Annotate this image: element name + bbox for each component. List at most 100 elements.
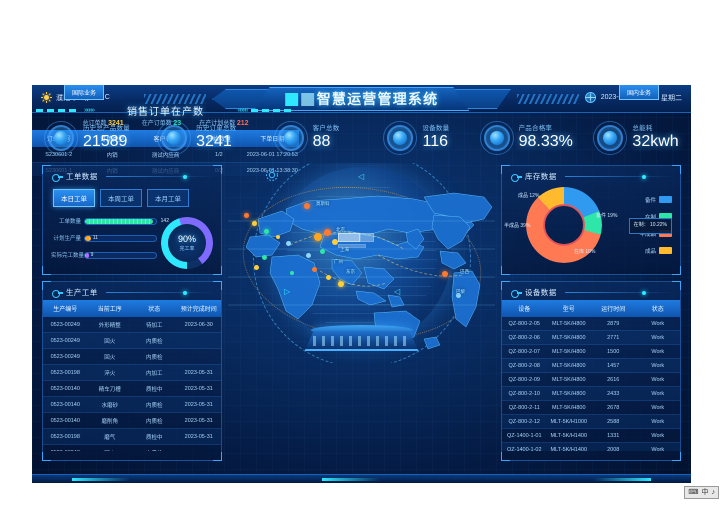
slice-label-semi: 半成品 39% — [504, 223, 531, 229]
legend-item[interactable]: 成品 — [639, 247, 672, 255]
map-pin[interactable] — [338, 281, 344, 287]
map-pin[interactable] — [456, 293, 461, 298]
stat-value: 3241 — [108, 120, 124, 127]
inventory-donut-chart[interactable] — [526, 187, 602, 263]
kpi-ring-icon — [43, 121, 78, 155]
col-status: 状态 — [132, 300, 177, 317]
table-row: 0523-00249 回火 内质检 — [43, 332, 221, 349]
map-pin[interactable] — [304, 203, 310, 209]
kpi-value: 21589 — [82, 132, 128, 150]
work-order-body: 工单数量 142 计划生产量 — [43, 207, 221, 269]
kpi-ring-icon — [479, 121, 514, 155]
map-pin[interactable] — [326, 275, 331, 280]
col-progress: 开始数量 — [192, 130, 246, 147]
table-row: 0523-00140 水磨砂 内质检 2023-05-31 — [43, 396, 221, 413]
map-pin[interactable] — [324, 229, 331, 236]
map-pin[interactable] — [254, 265, 259, 270]
map-pin[interactable] — [442, 271, 448, 277]
tab-domestic-business[interactable]: 国内业务 — [618, 85, 659, 100]
production-table: 生产编号 当前工序 状态 预计完成时间 0523-00249 外形精整 待加工 202… — [43, 300, 221, 451]
sun-icon — [41, 92, 52, 103]
table-row: QZ-800-2-06 MLT-5K/H800 2771 Work — [502, 330, 680, 345]
bar-row: 计划生产量 11 — [51, 234, 157, 242]
kpi-label: 历史订单总数 — [196, 124, 237, 132]
kpi-label: 设备数量 — [422, 124, 450, 132]
map-pin[interactable] — [252, 221, 257, 226]
header-hatch-right — [517, 94, 579, 104]
chevron-right-icon: »»»» — [84, 106, 95, 114]
dashboard: 濮阳市 晴 27°C 智慧运营管理系统 2023-08-08 01:34 星期二 — [32, 85, 691, 483]
production-table-scroll[interactable]: 生产编号 当前工序 状态 预计完成时间 0523-00249 外形精整 待加工 202… — [43, 300, 221, 451]
map-marker-triangle: ◁ — [394, 287, 401, 296]
col-device: 设备 — [502, 300, 547, 317]
world-map-globe[interactable]: ◁ ▷ ◁ 莫斯科 北京 上海 广州 东京 — [228, 163, 495, 363]
map-label: 广州 — [334, 259, 343, 264]
map-pin[interactable] — [286, 241, 291, 246]
stat-value: 212 — [236, 120, 249, 127]
tab-international-business[interactable]: 国际业务 — [64, 85, 105, 100]
bar-value: 142 — [160, 217, 169, 224]
legend-item[interactable]: 备件 — [639, 196, 672, 204]
work-order-tabs: 本日工单 本周工单 本月工单 — [43, 182, 221, 207]
ime-indicator[interactable]: ⌨ 中 ♪ — [684, 486, 719, 499]
device-table-body: QZ-800-2-05 MLT-5K/H800 2879 Work QZ-800-2-… — [502, 317, 680, 451]
table-row: QZ-800-2-05 MLT-5K/H800 2879 Work — [502, 317, 680, 331]
table-row: QZ-800-2-10 MLT-5K/H800 2433 Work — [502, 386, 680, 401]
stat-label: 在产订单数 — [141, 121, 172, 127]
kpi-card: 设备数量 116 — [361, 121, 471, 155]
map-pin[interactable] — [290, 271, 294, 275]
col-model: 型号 — [546, 300, 591, 317]
chevron-left-icon: «««« — [237, 106, 248, 114]
inventory-panel: 库存数据 成品 12% 半成品 39% 备件 19% 在库 10% 在制： 10… — [501, 165, 681, 275]
map-pin[interactable] — [244, 213, 249, 218]
map-pin[interactable] — [264, 229, 269, 234]
kpi-value: 88 — [312, 132, 331, 150]
col-state: 状态 — [635, 300, 680, 317]
map-pin[interactable] — [262, 255, 267, 260]
ime-mode-label[interactable]: 中 — [701, 489, 709, 496]
device-table-scroll[interactable]: 设备 型号 运行时间 状态 QZ-800-2-05 MLT-5K/H800 2879… — [502, 300, 680, 451]
kpi-label: 总能耗 — [632, 124, 653, 132]
dashboard-footer — [32, 474, 691, 483]
key-icon — [511, 173, 522, 182]
map-pin[interactable] — [332, 239, 338, 245]
header-divider — [564, 290, 674, 295]
map-pin[interactable] — [314, 233, 322, 241]
table-row: 0523-00249 回火 内质检 — [43, 348, 221, 365]
map-pin[interactable] — [320, 249, 325, 254]
ime-music-icon[interactable]: ♪ — [711, 489, 716, 496]
slice-label-finished: 成品 12% — [518, 193, 540, 199]
tab-month[interactable]: 本月工单 — [147, 189, 189, 207]
globe-pedestal — [304, 325, 419, 355]
sales-panel-title: 销售订单在产数 — [127, 106, 204, 118]
kpi-row: 历史总产品数量 21589 历史订单总数 3241 客户总数 88 — [32, 115, 691, 161]
panel-title: 生产工单 — [66, 288, 98, 297]
device-table: 设备 型号 运行时间 状态 QZ-800-2-05 MLT-5K/H800 2879… — [502, 300, 680, 451]
table-row: 0523-00198 淬火 内加工 2023-05-31 — [43, 364, 221, 381]
table-row: QZ-800-2-07 MLT-5K/H800 1500 Work — [502, 344, 680, 359]
map-label: 东京 — [346, 269, 355, 274]
header-divider — [564, 174, 674, 179]
map-label: 上海 — [340, 247, 349, 252]
logo-block-1 — [285, 93, 298, 106]
legend-label: 成品 — [644, 248, 656, 255]
map-pin[interactable] — [306, 253, 311, 258]
map-label: 北京 — [336, 227, 345, 232]
ime-logo-icon: ⌨ — [688, 489, 699, 496]
panel-header: 工单数据 — [43, 166, 221, 182]
kpi-card: 客户总数 88 — [252, 121, 362, 155]
map-label: 巴西 — [460, 269, 469, 274]
panel-header: 库存数据 — [502, 166, 680, 182]
production-table-body: 0523-00249 外形精整 待加工 2023-06-30 0523-00249 回火… — [43, 317, 221, 451]
bar-value: 11 — [92, 234, 98, 241]
panel-title: 工单数据 — [66, 172, 98, 181]
legend-item[interactable]: 在制 — [639, 213, 672, 221]
col-eta: 预计完成时间 — [176, 300, 221, 317]
map-pin[interactable] — [312, 267, 317, 272]
tab-today[interactable]: 本日工单 — [53, 189, 95, 207]
map-pin[interactable] — [276, 235, 280, 239]
legend-item[interactable]: 半成品 — [639, 230, 672, 238]
panel-header: 生产工单 — [43, 282, 221, 298]
tab-week[interactable]: 本周工单 — [100, 189, 142, 207]
